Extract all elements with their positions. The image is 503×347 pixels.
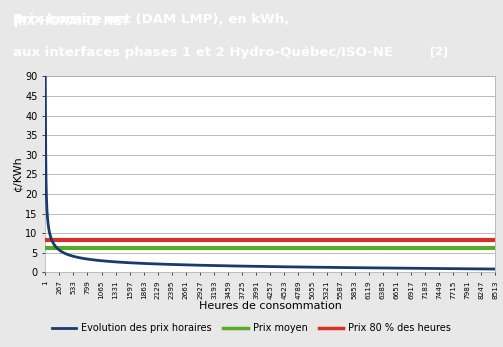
Legend: Evolution des prix horaires, Prix moyen, Prix 80 % des heures: Evolution des prix horaires, Prix moyen,… [48, 319, 455, 337]
Text: aux interfaces phases 1 et 2 Hydro-Québec/ISO-NE: aux interfaces phases 1 et 2 Hydro-Québe… [13, 46, 392, 59]
Text: [2]: [2] [430, 46, 448, 57]
Text: Prix horaire net (DAM LMP), en kWh,: Prix horaire net (DAM LMP), en kWh, [13, 14, 289, 26]
Text: RIX HORAIRE NET: RIX HORAIRE NET [13, 15, 133, 28]
Y-axis label: ¢/KWh: ¢/KWh [13, 156, 22, 192]
Text: P: P [13, 15, 24, 30]
X-axis label: Heures de consommation: Heures de consommation [199, 301, 342, 311]
